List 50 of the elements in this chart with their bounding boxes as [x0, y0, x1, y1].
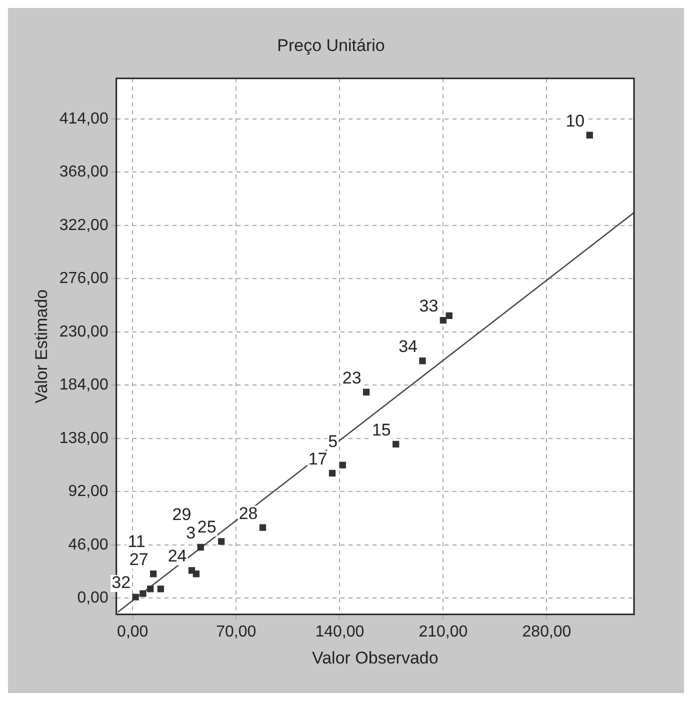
- point: [259, 524, 266, 531]
- point: [218, 538, 225, 545]
- point: [419, 358, 426, 364]
- point: [157, 586, 164, 592]
- annotation: 3: [186, 523, 196, 542]
- annotation: 10: [566, 111, 585, 130]
- annotation: 27: [129, 550, 148, 570]
- point: [339, 462, 346, 468]
- point: [440, 317, 447, 324]
- y-tick-label: 138,00: [59, 430, 108, 447]
- y-tick-label: 368,00: [59, 164, 108, 181]
- point: [197, 544, 204, 551]
- point: [586, 132, 593, 138]
- point: [147, 586, 154, 592]
- x-tick-label: 210,00: [418, 623, 468, 640]
- y-tick-label: 92,00: [68, 483, 108, 500]
- chart-title: Preço Unitário: [277, 36, 385, 55]
- annotation: 23: [342, 368, 362, 388]
- annotation: 33: [419, 296, 438, 316]
- annotation: 25: [197, 518, 216, 537]
- y-tick-label: 276,00: [59, 270, 108, 288]
- annotation: 11: [128, 532, 146, 552]
- point: [140, 590, 146, 597]
- point: [362, 388, 370, 396]
- annotation: 28: [238, 504, 258, 523]
- x-tick-label: 0,00: [117, 623, 148, 640]
- point: [192, 570, 200, 578]
- y-axis-title: Valor Estimado: [32, 289, 51, 404]
- annotation: 5: [328, 432, 338, 452]
- annotation: 17: [308, 449, 328, 468]
- x-axis-title: Valor Observado: [312, 648, 438, 668]
- x-tick-label: 140,00: [315, 623, 364, 640]
- annotation: 15: [372, 420, 391, 440]
- point: [392, 440, 400, 448]
- y-tick-label: 322,00: [59, 216, 108, 234]
- x-tick-label: 280,00: [522, 623, 572, 640]
- annotation: 24: [168, 546, 187, 566]
- x-tick-label: 70,00: [216, 623, 256, 640]
- annotation: 34: [398, 337, 418, 356]
- annotation: 29: [172, 505, 192, 524]
- point: [446, 312, 452, 320]
- annotation: 32: [112, 573, 131, 592]
- y-tick-label: 230,00: [59, 323, 108, 340]
- y-tick-label: 0,00: [77, 590, 108, 607]
- y-tick-label: 184,00: [59, 376, 108, 394]
- point: [132, 594, 139, 600]
- point: [150, 570, 157, 578]
- point: [328, 470, 336, 476]
- y-tick-label: 46,00: [68, 536, 108, 554]
- y-tick-label: 414,00: [59, 110, 108, 128]
